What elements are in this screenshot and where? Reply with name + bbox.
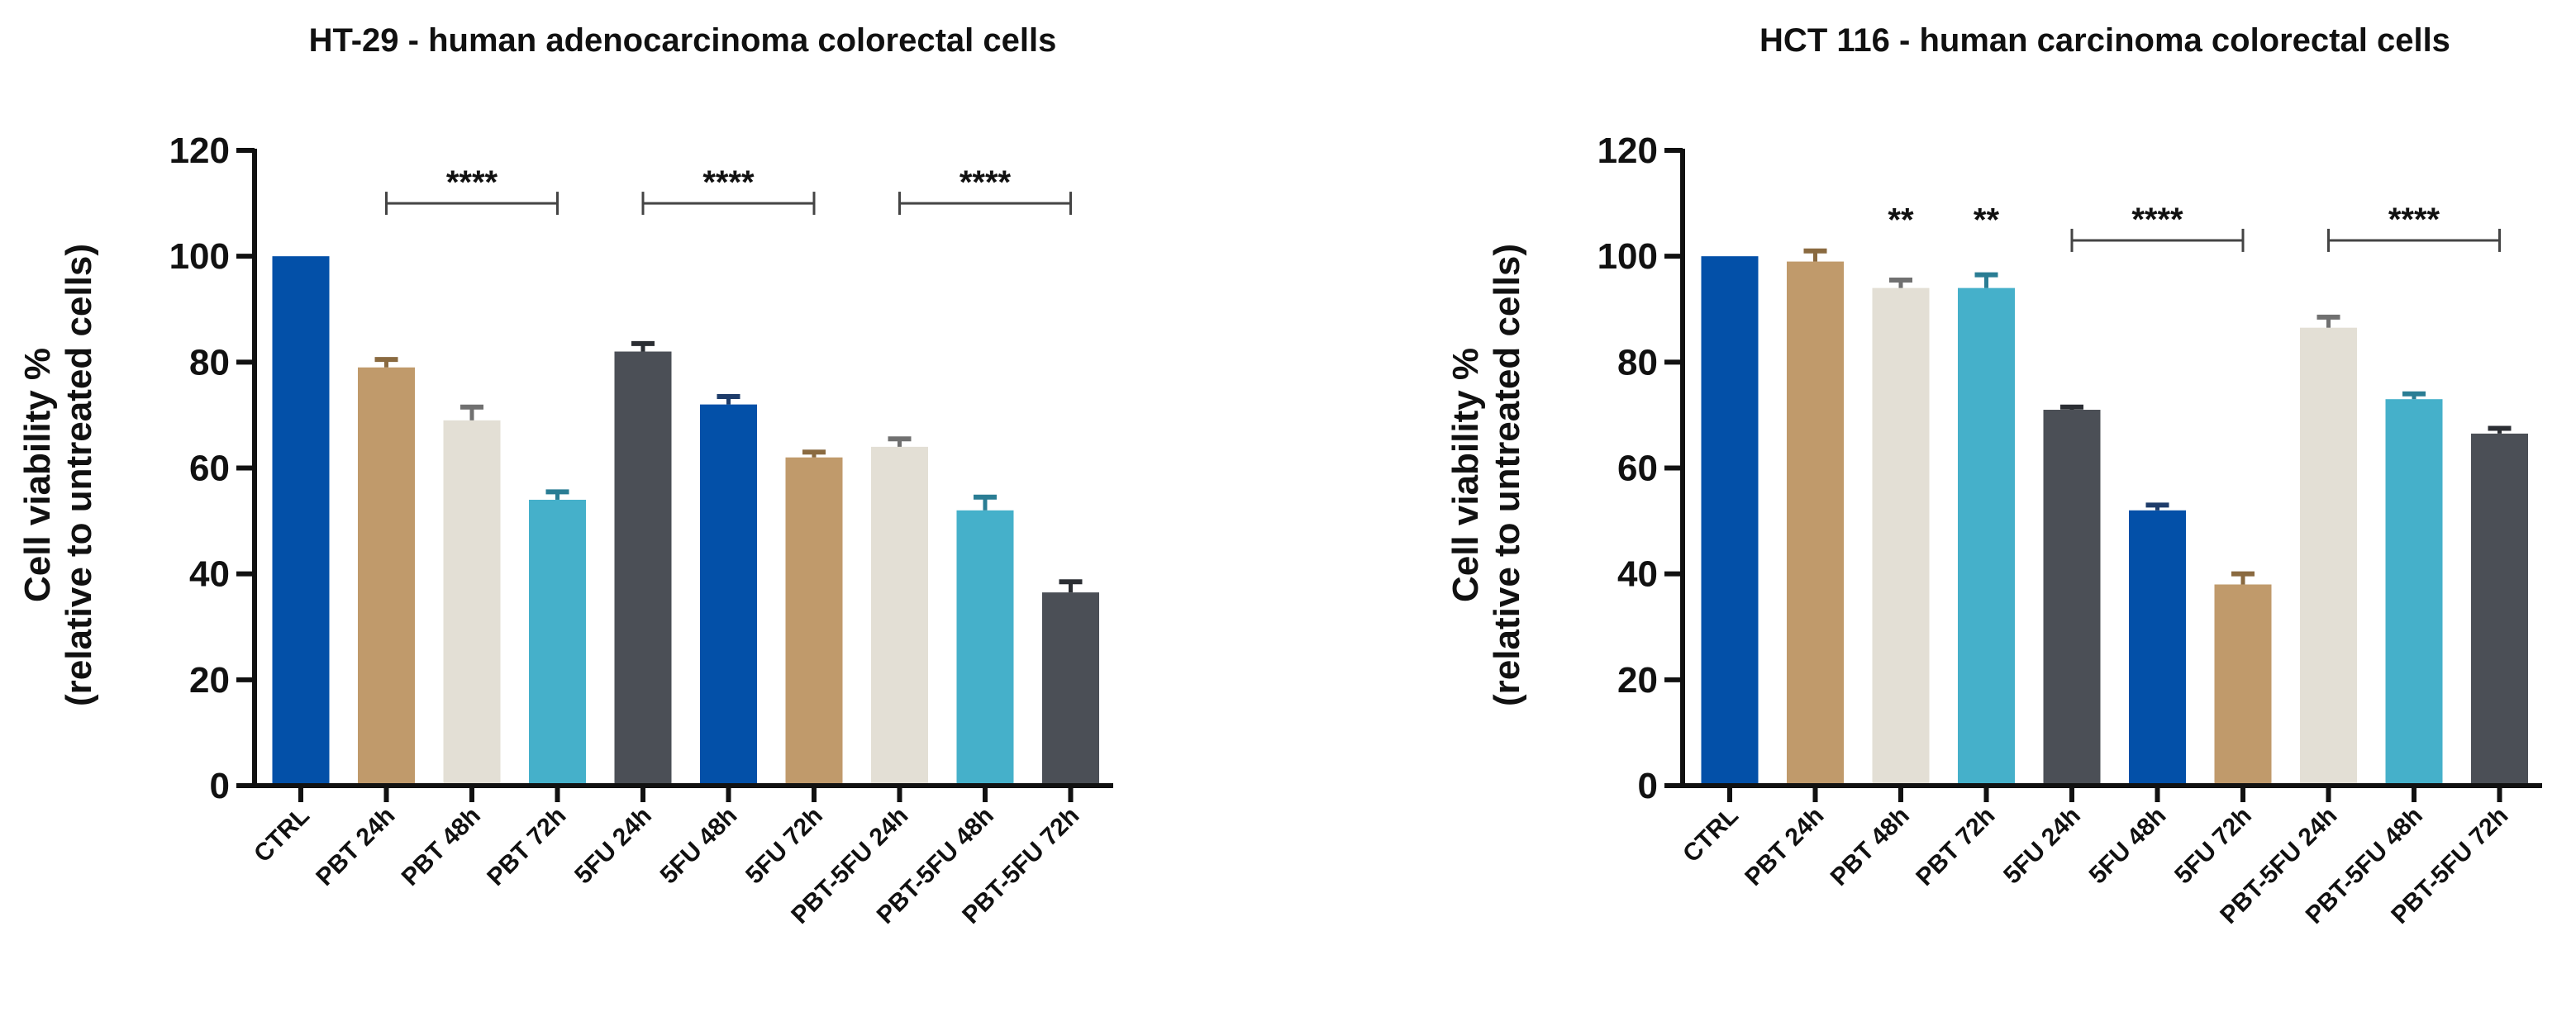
- bar-ctrl: [272, 256, 330, 786]
- bar-ctrl: [1701, 256, 1759, 786]
- x-tick-label: CTRL: [1678, 802, 1744, 868]
- significance-label: ****: [446, 164, 498, 201]
- bar-5fu-24h: [614, 351, 672, 786]
- y-axis-label-line2: (relative to untreated cells): [1487, 244, 1527, 706]
- significance-label: ****: [2388, 202, 2440, 238]
- y-tick-label: 120: [1598, 131, 1658, 171]
- bar-pbt-5fu-24h: [871, 446, 928, 786]
- chart-panel-ht29: HT-29 - human adenocarcinoma colorectal …: [17, 22, 1113, 929]
- significance-label: ****: [702, 164, 755, 201]
- y-tick-label: 60: [189, 449, 230, 489]
- x-tick-label: 5FU 72h: [2169, 802, 2257, 890]
- chart-title: HT-29 - human adenocarcinoma colorectal …: [309, 22, 1057, 59]
- bar-pbt-5fu-48h: [2385, 399, 2443, 786]
- y-tick-label: 0: [210, 766, 230, 806]
- bar-pbt-24h: [358, 367, 415, 786]
- x-tick-label: PBT 72h: [1911, 802, 2000, 891]
- x-tick-label: 5FU 24h: [1998, 802, 2086, 890]
- y-tick-label: 0: [1638, 766, 1658, 806]
- y-tick-label: 60: [1617, 449, 1658, 489]
- x-tick-label: PBT 24h: [1740, 802, 1829, 891]
- bar-5fu-72h: [785, 457, 843, 786]
- chart-panel-hct116: HCT 116 - human carcinoma colorectal cel…: [1445, 22, 2542, 929]
- bar-pbt-72h: [529, 499, 586, 786]
- bar-pbt-72h: [1958, 287, 2015, 786]
- x-tick-label: 5FU 48h: [655, 802, 743, 890]
- bar-5fu-72h: [2214, 584, 2272, 786]
- y-tick-label: 20: [189, 660, 230, 701]
- chart-title: HCT 116 - human carcinoma colorectal cel…: [1759, 22, 2450, 59]
- bar-5fu-48h: [2129, 510, 2186, 786]
- x-tick-label: PBT 48h: [1826, 802, 1915, 891]
- y-tick-label: 20: [1617, 660, 1658, 701]
- bar-5fu-48h: [700, 404, 757, 786]
- x-tick-label: PBT 48h: [397, 802, 486, 891]
- y-tick-label: 40: [1617, 554, 1658, 595]
- x-tick-label: 5FU 72h: [740, 802, 828, 890]
- significance-label: ****: [959, 164, 1012, 201]
- significance-label: ****: [2131, 202, 2183, 238]
- bar-pbt-5fu-48h: [956, 510, 1014, 786]
- x-tick-label: 5FU 24h: [569, 802, 657, 890]
- y-axis-label-line2: (relative to untreated cells): [59, 244, 99, 706]
- y-tick-label: 120: [169, 131, 230, 171]
- bar-pbt-48h: [443, 420, 501, 786]
- bar-pbt-5fu-72h: [1042, 592, 1099, 786]
- y-axis-label-line1: Cell viability %: [17, 348, 58, 602]
- bar-5fu-24h: [2043, 410, 2101, 786]
- y-tick-label: 80: [189, 342, 230, 382]
- x-tick-label: CTRL: [249, 802, 315, 868]
- significance-label: **: [1888, 202, 1914, 238]
- y-tick-label: 80: [1617, 342, 1658, 382]
- y-tick-label: 100: [169, 236, 230, 277]
- y-axis-label-line1: Cell viability %: [1445, 348, 1486, 602]
- bar-pbt-5fu-72h: [2471, 433, 2528, 786]
- y-tick-label: 40: [189, 554, 230, 595]
- bar-pbt-24h: [1787, 261, 1844, 786]
- bar-pbt-5fu-24h: [2300, 327, 2357, 786]
- y-tick-label: 100: [1598, 236, 1658, 277]
- bar-pbt-48h: [1872, 287, 1930, 786]
- x-tick-label: PBT 72h: [482, 802, 571, 891]
- x-tick-label: PBT 24h: [311, 802, 400, 891]
- x-tick-label: 5FU 48h: [2084, 802, 2172, 890]
- significance-label: **: [1974, 202, 2000, 238]
